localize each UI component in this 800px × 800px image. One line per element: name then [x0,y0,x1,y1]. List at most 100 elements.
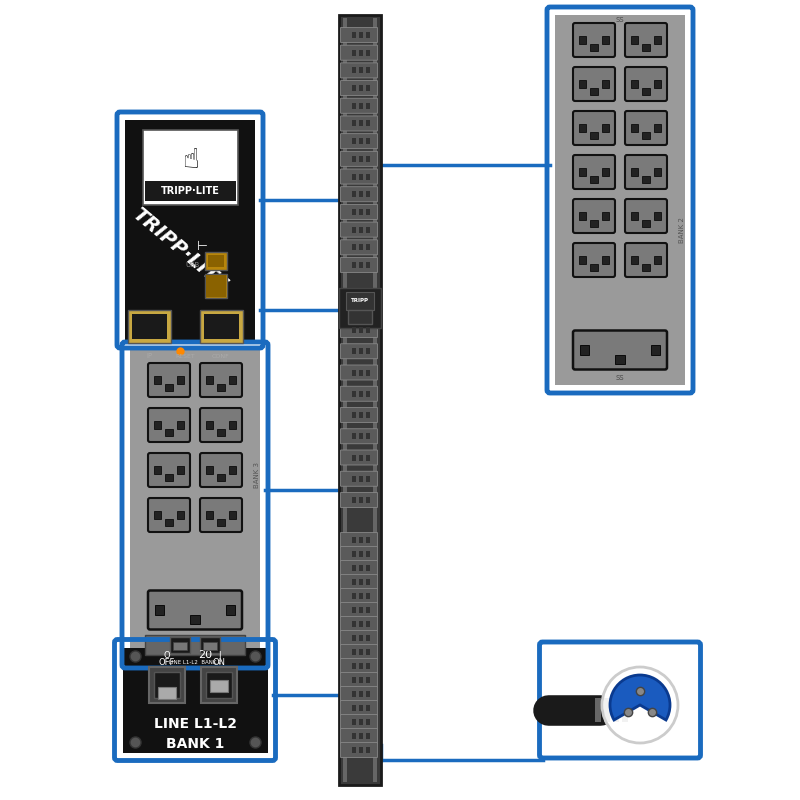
Text: BANK 3: BANK 3 [254,462,260,488]
Bar [366,677,370,683]
Bar [366,579,370,585]
Text: ss: ss [616,374,624,382]
Bar [366,32,370,38]
Bar [366,50,370,56]
Bar [229,511,236,519]
FancyBboxPatch shape [148,590,242,630]
Bar [579,80,586,88]
Bar [651,345,660,355]
Bar [352,454,356,461]
Bar [154,511,161,519]
Bar [654,168,661,176]
Bar [205,274,227,298]
Bar [352,191,356,198]
Bar [149,667,185,703]
Wedge shape [610,675,670,720]
Bar [352,226,356,233]
Bar [366,327,370,333]
Bar [346,292,374,310]
Bar [555,15,685,385]
FancyBboxPatch shape [573,111,615,145]
Bar [206,672,232,698]
Bar [208,255,224,267]
Bar [203,642,217,650]
Bar [154,376,161,384]
Bar [352,719,356,725]
Bar [177,466,184,474]
Bar [579,36,586,44]
Bar [339,288,381,328]
Bar [217,474,225,481]
Bar [359,174,363,179]
Bar [348,310,372,324]
Bar [145,635,245,655]
FancyBboxPatch shape [341,222,378,237]
Bar [366,412,370,418]
Bar [359,607,363,613]
Bar [165,384,173,391]
FancyBboxPatch shape [573,155,615,189]
Bar [359,677,363,683]
FancyBboxPatch shape [625,111,667,145]
Bar [173,642,187,650]
Bar [352,50,356,56]
FancyBboxPatch shape [625,67,667,101]
FancyBboxPatch shape [625,155,667,189]
FancyBboxPatch shape [625,23,667,57]
Bar [366,705,370,711]
Text: TRIPP·LITE: TRIPP·LITE [161,186,219,196]
Text: ☝: ☝ [182,146,198,174]
FancyBboxPatch shape [341,205,378,219]
FancyBboxPatch shape [341,673,378,687]
Text: ⊢: ⊢ [197,239,207,253]
Bar [366,497,370,503]
Bar [200,637,220,653]
FancyBboxPatch shape [341,602,378,618]
Bar [352,733,356,739]
Bar [352,663,356,669]
Bar [654,36,661,44]
FancyBboxPatch shape [341,645,378,659]
Text: USB: USB [185,262,199,268]
Bar [366,174,370,179]
Bar [352,607,356,613]
Bar [359,226,363,233]
Bar [352,32,356,38]
FancyBboxPatch shape [200,498,242,532]
Bar [359,454,363,461]
Bar [352,348,356,354]
Bar [217,384,225,391]
Bar [359,434,363,439]
Bar [352,565,356,571]
Bar [142,130,238,205]
FancyBboxPatch shape [625,199,667,233]
Bar [366,156,370,162]
Bar [352,476,356,482]
Bar [206,275,226,286]
FancyBboxPatch shape [341,116,378,131]
Bar [366,476,370,482]
Bar [352,138,356,144]
Text: I: I [218,651,220,660]
Bar [352,67,356,74]
Bar [366,226,370,233]
FancyBboxPatch shape [341,169,378,184]
Bar [590,220,598,227]
Bar [352,649,356,655]
Bar [359,32,363,38]
Bar [177,511,184,519]
FancyBboxPatch shape [625,243,667,277]
FancyBboxPatch shape [341,81,378,95]
Bar [359,85,363,91]
Bar [359,191,363,198]
Bar [128,310,171,343]
Bar [206,376,213,384]
Bar [631,80,638,88]
Bar [217,429,225,436]
Circle shape [602,667,678,743]
Bar [165,519,173,526]
Bar [352,156,356,162]
Bar [602,36,609,44]
Bar [642,44,650,51]
Bar [366,607,370,613]
